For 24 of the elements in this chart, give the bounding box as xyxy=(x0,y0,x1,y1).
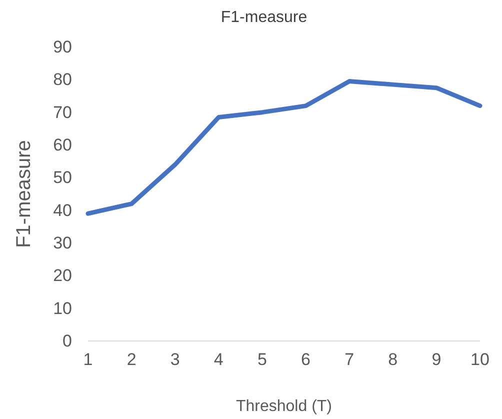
y-axis-title: F1-measure xyxy=(13,140,35,248)
y-tick-label: 90 xyxy=(53,37,72,56)
x-tick-label: 10 xyxy=(470,350,490,370)
y-tick-label: 0 xyxy=(62,331,72,350)
y-tick-label: 10 xyxy=(53,298,72,318)
x-tick-label: 2 xyxy=(126,350,136,370)
y-tick-label: 20 xyxy=(53,266,72,286)
y-tick-label: 50 xyxy=(53,168,72,188)
y-tick-label: 40 xyxy=(53,200,72,220)
x-axis-title: Threshold (T) xyxy=(236,398,332,415)
x-tick-label: 3 xyxy=(170,350,180,370)
x-tick-label: 8 xyxy=(388,350,398,370)
y-tick-label: 60 xyxy=(53,135,72,154)
x-tick-label: 9 xyxy=(432,350,442,370)
chart-title: F1-measure xyxy=(220,9,308,26)
x-tick-label: 1 xyxy=(83,350,93,370)
y-tick-label: 70 xyxy=(53,102,72,122)
x-tick-label: 4 xyxy=(214,350,224,370)
x-tick-label: 6 xyxy=(301,350,311,370)
x-tick-label: 7 xyxy=(344,350,354,370)
x-tick-label: 5 xyxy=(257,350,267,370)
line-series xyxy=(86,79,482,216)
y-tick-label: 80 xyxy=(53,70,72,90)
y-tick-label: 30 xyxy=(53,233,72,252)
